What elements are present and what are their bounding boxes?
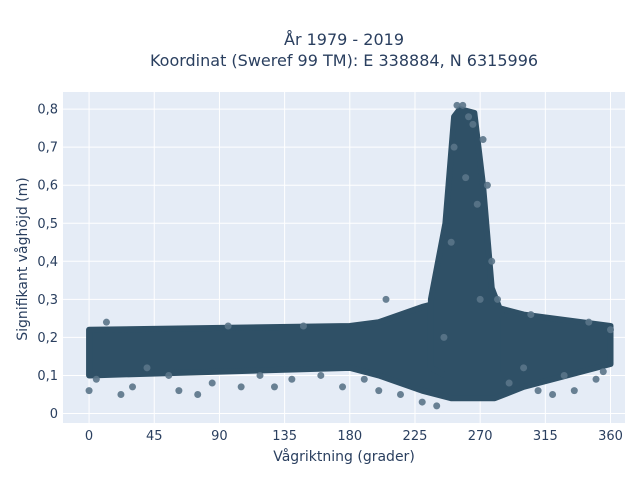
data-point: [453, 101, 461, 109]
x-tick-label: 135: [272, 429, 297, 444]
data-point: [450, 143, 458, 151]
y-axis-title: Signifikant våghöjd (m): [14, 177, 31, 340]
data-point: [570, 387, 578, 395]
data-point: [375, 387, 383, 395]
y-tick-label: 0,1: [37, 369, 58, 384]
data-point: [129, 383, 137, 391]
data-points: [85, 101, 615, 410]
data-point: [447, 238, 455, 246]
data-point: [143, 364, 151, 372]
data-point: [560, 371, 568, 379]
dense-band-peak: [427, 106, 507, 379]
x-tick-label: 0: [85, 429, 93, 444]
y-tick-label: 0: [50, 407, 58, 422]
data-point: [585, 318, 593, 326]
y-tick-label: 0,2: [37, 331, 58, 346]
data-point: [592, 375, 600, 383]
data-point: [418, 398, 426, 406]
data-point: [194, 390, 202, 398]
data-point: [299, 322, 307, 330]
data-point: [270, 383, 278, 391]
x-tick-label: 225: [403, 429, 428, 444]
y-tick-label: 0,6: [37, 179, 58, 194]
data-point: [85, 387, 93, 395]
data-point: [175, 387, 183, 395]
data-point: [488, 257, 496, 265]
data-point: [469, 120, 477, 128]
density-band: [86, 106, 614, 402]
data-point: [382, 295, 390, 303]
data-point: [465, 113, 473, 121]
x-tick-label: 45: [146, 429, 163, 444]
data-point: [520, 364, 528, 372]
x-tick-label: 270: [468, 429, 493, 444]
chart-title-line1: År 1979 - 2019: [284, 30, 404, 49]
data-point: [288, 375, 296, 383]
data-point: [505, 379, 513, 387]
data-point: [607, 326, 615, 334]
chart-title-line2: Koordinat (Sweref 99 TM): E 338884, N 63…: [150, 51, 538, 70]
y-tick-label: 0,7: [37, 141, 58, 156]
y-tick-label: 0,5: [37, 217, 58, 232]
data-point: [208, 379, 216, 387]
data-point: [339, 383, 347, 391]
data-point: [476, 295, 484, 303]
data-point: [534, 387, 542, 395]
data-point: [599, 368, 607, 376]
data-point: [473, 200, 481, 208]
data-point: [440, 333, 448, 341]
data-point: [433, 402, 441, 410]
data-point: [102, 318, 110, 326]
x-tick-label: 315: [533, 429, 558, 444]
data-point: [462, 174, 470, 182]
data-point: [165, 371, 173, 379]
data-point: [479, 136, 487, 144]
data-point: [224, 322, 232, 330]
data-point: [459, 101, 467, 109]
data-point: [396, 390, 404, 398]
data-point: [527, 311, 535, 319]
x-tick-label: 90: [211, 429, 228, 444]
data-point: [483, 181, 491, 189]
data-point: [92, 375, 100, 383]
x-tick-label: 180: [337, 429, 362, 444]
y-tick-label: 0,3: [37, 293, 58, 308]
data-point: [117, 390, 125, 398]
data-point: [494, 295, 502, 303]
x-tick-label: 360: [598, 429, 623, 444]
y-tick-label: 0,8: [37, 103, 58, 118]
data-point: [360, 375, 368, 383]
x-tick-labels: 0 45 90 135 180 225 270 315 360: [85, 429, 623, 444]
data-point: [549, 390, 557, 398]
data-point: [237, 383, 245, 391]
y-tick-label: 0,4: [37, 255, 58, 270]
data-point: [317, 371, 325, 379]
x-axis-title: Vågriktning (grader): [273, 448, 415, 465]
y-tick-labels: 0 0,1 0,2 0,3 0,4 0,5 0,6 0,7 0,8: [37, 103, 58, 422]
data-point: [256, 371, 264, 379]
